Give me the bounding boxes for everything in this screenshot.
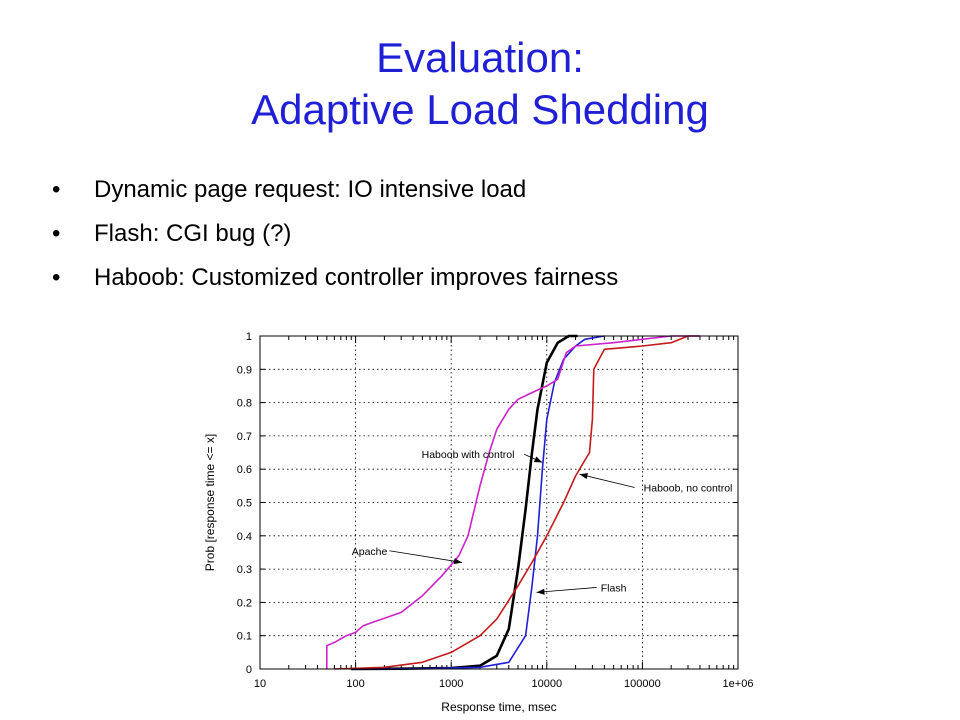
annotation-label: Haboob, no control	[644, 483, 733, 495]
series-lines	[326, 334, 700, 671]
bullet-text: Flash: CGI bug (?)	[94, 220, 292, 247]
bullet-text: Dynamic page request: IO intensive load	[94, 176, 527, 203]
y-tick-label: 0.3	[237, 564, 252, 576]
x-tick-label: 100	[346, 678, 364, 690]
annotation-arrowhead	[579, 473, 589, 479]
y-tick-label: 0.4	[237, 531, 252, 543]
annotation-arrow	[536, 587, 597, 593]
plot-frame	[259, 335, 739, 670]
annotation-arrowhead	[453, 558, 463, 565]
y-tick-label: 0.9	[237, 364, 252, 376]
bullet-item: • Flash: CGI bug (?)	[52, 212, 618, 256]
annotation-arrow	[579, 473, 635, 488]
y-tick-label: 0.8	[237, 398, 252, 410]
annotation-label: Apache	[352, 546, 388, 558]
series-line	[326, 335, 700, 669]
annotations: Haboob with control Haboob, no control Apa…	[352, 449, 733, 595]
x-tick-label: 100000	[624, 678, 661, 690]
bullet-item: • Haboob: Customized controller improves …	[52, 256, 618, 300]
x-tick-label: 1000	[439, 678, 463, 690]
title-line-1: Evaluation:	[376, 34, 584, 81]
x-axis-label: Response time, msec	[441, 700, 556, 714]
annotation-arrow	[389, 550, 463, 563]
y-tick-label: 0.6	[237, 464, 252, 476]
grid	[259, 335, 738, 670]
title-line-2: Adaptive Load Shedding	[251, 86, 709, 133]
annotation-arrowhead	[533, 456, 543, 463]
y-tick-label: 0	[246, 664, 252, 676]
annotation-arrowhead	[536, 588, 545, 595]
bullet-glyph: •	[52, 264, 61, 291]
y-tick-label: 0.2	[237, 597, 252, 609]
y-tick-label: 0.5	[237, 498, 252, 510]
bullet-list: • Dynamic page request: IO intensive load…	[52, 168, 618, 300]
x-tick-label: 10	[254, 678, 266, 690]
cdf-chart: 0 0.1 0.2 0.3 0.4 0.5 0.6 0.7 0.8 0.9 1 10 100 1000 10…	[203, 331, 754, 714]
y-tick-label: 0.7	[237, 431, 252, 443]
y-tick-label: 1	[246, 331, 252, 343]
annotation-label: Flash	[601, 582, 627, 594]
series-line	[334, 335, 700, 670]
x-tick-label: 10000	[532, 678, 563, 690]
y-axis-label: Prob [response time <= x]	[203, 434, 217, 571]
bullet-item: • Dynamic page request: IO intensive load	[52, 168, 618, 212]
bullet-glyph: •	[52, 176, 61, 203]
annotation-label: Haboob with control	[422, 449, 515, 461]
slide-title: Evaluation: Adaptive Load Shedding	[0, 32, 960, 136]
y-tick-label: 0.1	[237, 631, 252, 643]
bullet-text: Haboob: Customized controller improves f…	[94, 264, 619, 291]
tick-labels: 0 0.1 0.2 0.3 0.4 0.5 0.6 0.7 0.8 0.9 1 10 100 1000 10…	[237, 331, 754, 690]
bullet-glyph: •	[52, 220, 61, 247]
x-tick-label: 1e+06	[723, 678, 754, 690]
